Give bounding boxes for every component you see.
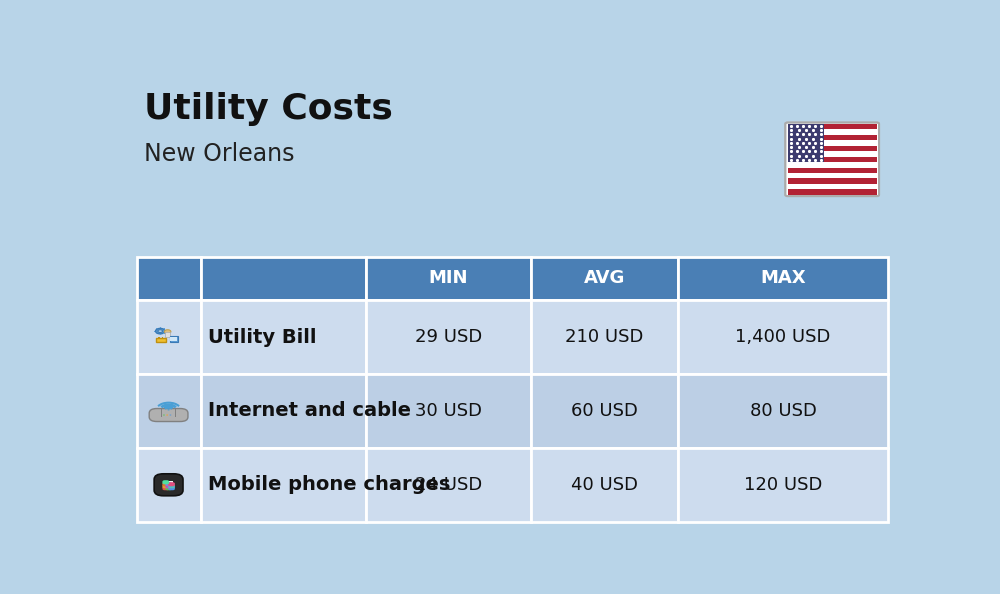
Bar	[162, 337, 163, 338]
Bar	[170, 337, 177, 341]
FancyBboxPatch shape	[162, 486, 169, 490]
Text: 120 USD: 120 USD	[744, 476, 822, 494]
Bar	[201, 301, 366, 374]
Bar	[165, 332, 170, 337]
Text: 40 USD: 40 USD	[571, 476, 638, 494]
Bar	[137, 374, 201, 448]
Bar	[201, 374, 366, 448]
FancyBboxPatch shape	[165, 486, 172, 490]
Bar	[788, 178, 877, 184]
Bar	[160, 327, 161, 328]
Text: 29 USD: 29 USD	[415, 328, 482, 346]
FancyBboxPatch shape	[785, 122, 879, 196]
Bar	[788, 184, 877, 189]
Bar	[788, 146, 877, 151]
FancyBboxPatch shape	[165, 484, 172, 488]
Circle shape	[163, 415, 165, 416]
Text: 1,400 USD: 1,400 USD	[735, 328, 831, 346]
Bar	[678, 448, 888, 522]
Bar	[161, 409, 162, 417]
Text: 60 USD: 60 USD	[571, 402, 638, 420]
Circle shape	[156, 328, 165, 334]
Circle shape	[167, 409, 170, 410]
Bar	[366, 301, 531, 374]
Bar	[170, 336, 178, 342]
Bar	[531, 301, 678, 374]
Text: New Orleans: New Orleans	[144, 142, 295, 166]
FancyBboxPatch shape	[168, 482, 175, 486]
Bar	[163, 333, 165, 334]
Bar	[788, 129, 877, 135]
Bar	[366, 257, 531, 301]
Bar	[156, 338, 166, 342]
FancyBboxPatch shape	[162, 484, 169, 488]
FancyBboxPatch shape	[165, 482, 172, 486]
Bar	[788, 124, 824, 162]
Bar	[531, 257, 678, 301]
Bar	[788, 157, 877, 162]
FancyBboxPatch shape	[162, 482, 169, 486]
Text: Internet and cable: Internet and cable	[208, 402, 411, 421]
Circle shape	[166, 415, 168, 416]
Bar	[788, 151, 877, 157]
Bar	[137, 301, 201, 374]
Bar	[366, 448, 531, 522]
Bar	[366, 374, 531, 448]
Bar	[788, 162, 877, 168]
FancyBboxPatch shape	[162, 480, 169, 484]
Bar	[137, 257, 201, 301]
FancyBboxPatch shape	[168, 486, 175, 490]
Bar	[788, 124, 877, 129]
FancyBboxPatch shape	[154, 474, 183, 496]
Text: 80 USD: 80 USD	[750, 402, 817, 420]
Circle shape	[170, 415, 171, 416]
Text: Utility Bill: Utility Bill	[208, 328, 317, 347]
Bar	[788, 189, 877, 195]
Bar	[788, 140, 877, 146]
Text: MIN: MIN	[429, 270, 468, 287]
Bar	[531, 448, 678, 522]
Bar	[678, 257, 888, 301]
Bar	[175, 409, 176, 417]
Text: 30 USD: 30 USD	[415, 402, 482, 420]
Text: 210 USD: 210 USD	[565, 328, 644, 346]
FancyBboxPatch shape	[168, 484, 175, 488]
Bar	[201, 448, 366, 522]
Bar	[137, 448, 201, 522]
Bar	[531, 374, 678, 448]
Bar	[164, 481, 173, 489]
Bar	[788, 168, 877, 173]
Bar	[678, 301, 888, 374]
Text: AVG: AVG	[584, 270, 625, 287]
Text: 24 USD: 24 USD	[415, 476, 482, 494]
Bar	[788, 135, 877, 140]
Circle shape	[158, 330, 163, 333]
Bar	[156, 333, 157, 334]
Bar	[158, 337, 160, 338]
Circle shape	[167, 489, 170, 491]
Bar	[788, 173, 877, 178]
Bar	[156, 328, 157, 329]
Bar	[201, 257, 366, 301]
Bar	[163, 328, 165, 329]
Bar	[678, 374, 888, 448]
FancyBboxPatch shape	[149, 409, 188, 422]
Circle shape	[164, 330, 171, 334]
Text: MAX: MAX	[760, 270, 806, 287]
Text: Mobile phone charges: Mobile phone charges	[208, 475, 451, 494]
Text: Utility Costs: Utility Costs	[144, 92, 393, 126]
Bar	[160, 334, 161, 335]
